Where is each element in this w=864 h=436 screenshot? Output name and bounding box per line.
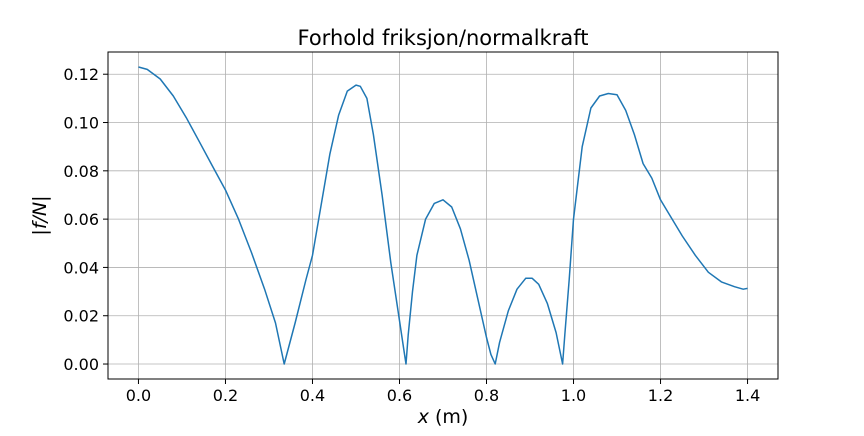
- series-layer: [138, 66, 748, 365]
- y-tick-label: 0.06: [63, 210, 99, 229]
- y-tick-label: 0.02: [63, 307, 99, 326]
- series-line: [138, 66, 748, 365]
- x-axis-ticks: 0.0 0.2 0.4 0.6 0.8 1.0 1.2 1.4: [126, 379, 760, 405]
- y-tick-label: 0.10: [63, 114, 99, 133]
- x-tick-label: 1.4: [735, 386, 760, 405]
- x-tick-label: 1.2: [648, 386, 673, 405]
- grid-lines: [108, 52, 778, 379]
- x-axis-label: x (m): [417, 406, 469, 428]
- x-tick-label: 0.0: [126, 386, 151, 405]
- y-tick-label: 0.12: [63, 65, 99, 84]
- y-tick-label: 0.08: [63, 162, 99, 181]
- chart-title: Forhold friksjon/normalkraft: [298, 26, 589, 50]
- x-tick-label: 0.6: [387, 386, 412, 405]
- y-axis-ticks: 0.00 0.02 0.04 0.06 0.08 0.10 0.12: [63, 65, 108, 374]
- y-tick-label: 0.00: [63, 355, 99, 374]
- x-tick-label: 1.0: [561, 386, 586, 405]
- y-tick-label: 0.04: [63, 258, 99, 277]
- x-tick-label: 0.8: [474, 386, 499, 405]
- x-tick-label: 0.4: [300, 386, 325, 405]
- x-axis-variable: x: [417, 406, 430, 428]
- y-axis-label: |f/N|: [29, 195, 51, 235]
- plot-area-frame: [107, 51, 779, 380]
- x-axis-unit: (m): [429, 406, 468, 428]
- x-tick-label: 0.2: [213, 386, 238, 405]
